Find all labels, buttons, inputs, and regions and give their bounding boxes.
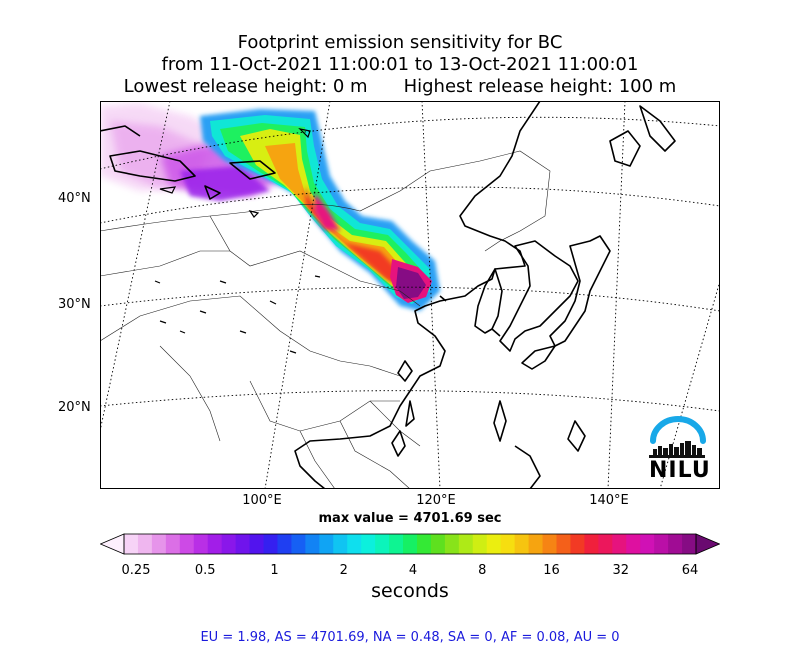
colorbar-cell [375, 534, 390, 554]
colorbar-cell [263, 534, 279, 554]
colorbar-cell [626, 534, 641, 554]
colorbar-cell [291, 534, 306, 554]
colorbar-cell [137, 534, 153, 554]
colorbar-tick-label: 64 [681, 563, 699, 578]
colorbar-cell [570, 534, 585, 554]
colorbar-cell [179, 534, 195, 554]
colorbar-cell [528, 534, 544, 554]
colorbar-tick-label: 8 [478, 563, 487, 578]
colorbar-cell [682, 534, 697, 554]
colorbar-cell [361, 534, 376, 554]
release-heights: Lowest release height: 0 m Highest releas… [0, 76, 800, 98]
lakes [154, 128, 321, 354]
colorbar-cell [277, 534, 293, 554]
colorbar-cell [500, 534, 516, 554]
nilu-logo-text: NILU [649, 458, 711, 483]
country-borders [100, 150, 551, 489]
colorbar-units: seconds [371, 580, 449, 602]
colorbar-tick-label: 16 [543, 563, 560, 578]
colorbar-cell [584, 534, 599, 554]
colorbar-cell [514, 534, 530, 554]
colorbar-cell [207, 534, 223, 554]
footprint-map [100, 101, 720, 489]
colorbar-cell [458, 534, 474, 554]
colorbar-cell [472, 534, 488, 554]
colorbar-cell [319, 534, 334, 554]
highest-release-height: Highest release height: 100 m [403, 76, 677, 97]
colorbar-cell [389, 534, 404, 554]
colorbar-tick-label: 0.25 [121, 563, 151, 578]
colorbar-cell [542, 534, 558, 554]
plot-title: Footprint emission sensitivity for BC [237, 32, 563, 53]
colorbar-cell [444, 534, 460, 554]
plume-footprint [100, 103, 440, 311]
colorbar-cell [249, 534, 265, 554]
colorbar-tick-label: 0.5 [194, 563, 216, 578]
lowest-release-height: Lowest release height: 0 m [123, 76, 368, 97]
colorbar-cell [221, 534, 237, 554]
colorbar-cell [556, 534, 572, 554]
colorbar-cell [416, 534, 432, 554]
regional-values: EU = 1.98, AS = 4701.69, NA = 0.48, SA =… [200, 630, 620, 645]
colorbar-cell [347, 534, 362, 554]
lon-label: 140°E [589, 493, 629, 508]
colorbar-tick-label: 1 [270, 563, 279, 578]
colorbar-cell [305, 534, 320, 554]
colorbar-tick-label: 2 [339, 563, 348, 578]
plot-time-range: from 11-Oct-2021 11:00:01 to 13-Oct-2021… [161, 54, 639, 75]
colorbar-max-extension [695, 533, 720, 555]
colorbar-min-extension [100, 533, 125, 555]
colorbar-cell [235, 534, 251, 554]
colorbar-cell [640, 534, 655, 554]
lat-label: 20°N [58, 400, 91, 415]
colorbar-cell [486, 534, 502, 554]
lon-label: 100°E [242, 493, 282, 508]
lat-label: 40°N [58, 191, 91, 206]
nilu-logo [649, 416, 706, 458]
colorbar-cell [151, 534, 167, 554]
colorbar-cell [598, 534, 613, 554]
colorbar-cell [193, 534, 209, 554]
colorbar-cell [654, 534, 669, 554]
colorbar [100, 533, 720, 555]
lon-label: 120°E [416, 493, 456, 508]
colorbar-tick-label: 4 [408, 563, 418, 578]
colorbar-cell [668, 534, 683, 554]
coastlines [100, 101, 676, 489]
colorbar-cell [124, 534, 139, 554]
colorbar-cell [165, 534, 181, 554]
colorbar-cell [612, 534, 627, 554]
lat-label: 30°N [58, 297, 91, 312]
colorbar-cell [430, 534, 446, 554]
max-value: max value = 4701.69 sec [318, 511, 502, 526]
colorbar-cell [403, 534, 418, 554]
colorbar-cell [333, 534, 348, 554]
colorbar-tick-label: 32 [612, 563, 630, 578]
